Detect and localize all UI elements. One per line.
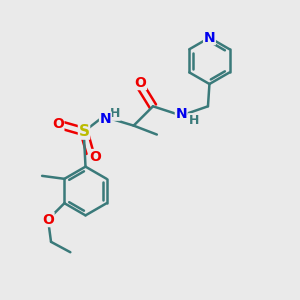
Text: O: O xyxy=(42,213,54,226)
Text: H: H xyxy=(188,114,199,127)
Text: N: N xyxy=(204,31,215,45)
Text: S: S xyxy=(79,124,89,139)
Text: H: H xyxy=(110,107,120,120)
Text: N: N xyxy=(100,112,111,126)
Text: O: O xyxy=(89,149,101,164)
Text: O: O xyxy=(135,76,146,89)
Text: O: O xyxy=(52,117,64,131)
Text: N: N xyxy=(176,107,187,121)
